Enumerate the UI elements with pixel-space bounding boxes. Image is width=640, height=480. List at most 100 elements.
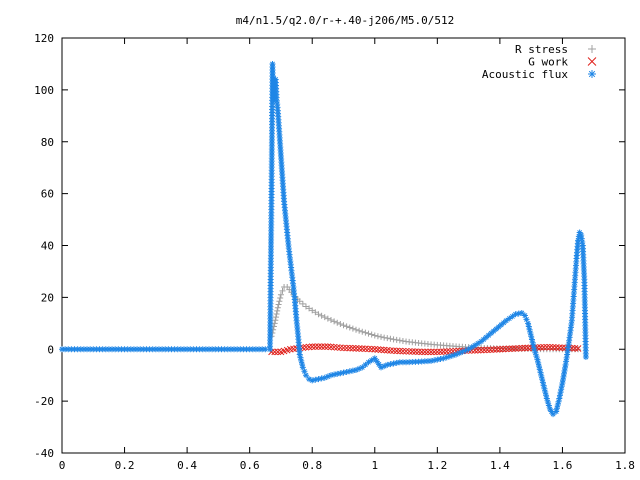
data-point: [579, 242, 586, 249]
data-point: [537, 369, 544, 376]
data-point: [418, 348, 426, 356]
data-point: [580, 260, 587, 267]
data-point: [77, 346, 84, 353]
data-point: [387, 335, 394, 342]
data-point: [371, 345, 379, 353]
data-point: [279, 171, 286, 178]
data-point: [272, 76, 279, 83]
data-point: [443, 354, 450, 361]
data-point: [415, 348, 422, 356]
y-tick-label: 120: [34, 32, 54, 45]
data-point: [267, 325, 274, 332]
data-point: [275, 122, 282, 129]
y-tick-label: 60: [41, 188, 54, 201]
data-point: [399, 337, 406, 344]
data-point: [568, 317, 575, 324]
data-point: [539, 379, 546, 386]
data-point: [560, 373, 567, 380]
data-point: [285, 238, 292, 245]
data-point: [293, 311, 300, 318]
data-point: [559, 376, 566, 383]
data-point: [269, 106, 276, 113]
data-point: [546, 343, 554, 351]
data-point: [384, 335, 391, 342]
data-point: [268, 243, 274, 250]
data-point: [143, 346, 150, 353]
data-point: [267, 246, 274, 253]
data-point: [569, 314, 576, 321]
data-point: [137, 346, 144, 353]
data-point: [362, 345, 369, 353]
data-point: [570, 293, 577, 300]
data-point: [487, 346, 494, 354]
data-point: [427, 348, 435, 356]
data-point: [474, 346, 482, 354]
data-point: [503, 317, 510, 324]
y-tick-label: 20: [41, 291, 54, 304]
data-point: [276, 131, 283, 138]
data-point: [556, 392, 563, 399]
data-point: [267, 340, 274, 347]
data-point: [268, 240, 275, 247]
data-point: [556, 395, 563, 402]
data-point: [555, 398, 562, 405]
x-tick-label: 0: [59, 459, 66, 472]
data-point: [533, 353, 540, 360]
data-point: [291, 296, 298, 303]
data-point: [564, 351, 571, 358]
data-point: [490, 328, 497, 335]
data-point: [365, 345, 372, 353]
data-point: [231, 346, 238, 353]
data-point: [343, 344, 350, 352]
data-point: [267, 288, 274, 295]
data-point: [266, 346, 273, 353]
data-marks-group: [59, 60, 589, 418]
data-point: [581, 291, 588, 298]
data-point: [277, 146, 284, 153]
data-point: [271, 320, 278, 327]
data-point: [315, 343, 322, 351]
data-point: [349, 367, 356, 374]
data-point: [582, 310, 589, 317]
data-point: [276, 137, 283, 144]
y-tick-label: 0: [47, 343, 54, 356]
data-point: [268, 188, 275, 195]
data-point: [273, 310, 280, 317]
data-point: [374, 333, 381, 340]
data-point: [349, 325, 356, 332]
data-point: [292, 302, 299, 309]
data-point: [402, 347, 410, 355]
data-point: [296, 348, 303, 355]
data-point: [587, 57, 597, 66]
data-point: [87, 346, 94, 353]
data-point: [521, 312, 528, 319]
data-point: [582, 319, 589, 326]
data-point: [267, 343, 274, 350]
data-point: [267, 252, 274, 259]
data-point: [559, 379, 566, 386]
data-point: [509, 345, 516, 352]
data-point: [267, 334, 274, 341]
data-point: [268, 127, 275, 134]
data-point: [276, 125, 283, 132]
data-point: [312, 376, 319, 383]
data-point: [582, 313, 589, 320]
data-point: [268, 200, 275, 207]
data-point: [529, 339, 536, 346]
data-point: [168, 346, 175, 353]
data-point: [387, 347, 394, 354]
data-point: [488, 330, 495, 337]
data-point: [268, 130, 275, 137]
data-point: [480, 346, 488, 354]
y-tick-label: -40: [34, 447, 54, 460]
data-point: [102, 346, 109, 353]
data-point: [284, 235, 291, 242]
data-point: [353, 326, 360, 333]
data-point: [571, 276, 578, 283]
data-point: [273, 91, 280, 98]
data-point: [478, 338, 485, 345]
data-point: [573, 258, 580, 265]
data-point: [288, 271, 295, 278]
plot-frame: [61, 37, 626, 454]
